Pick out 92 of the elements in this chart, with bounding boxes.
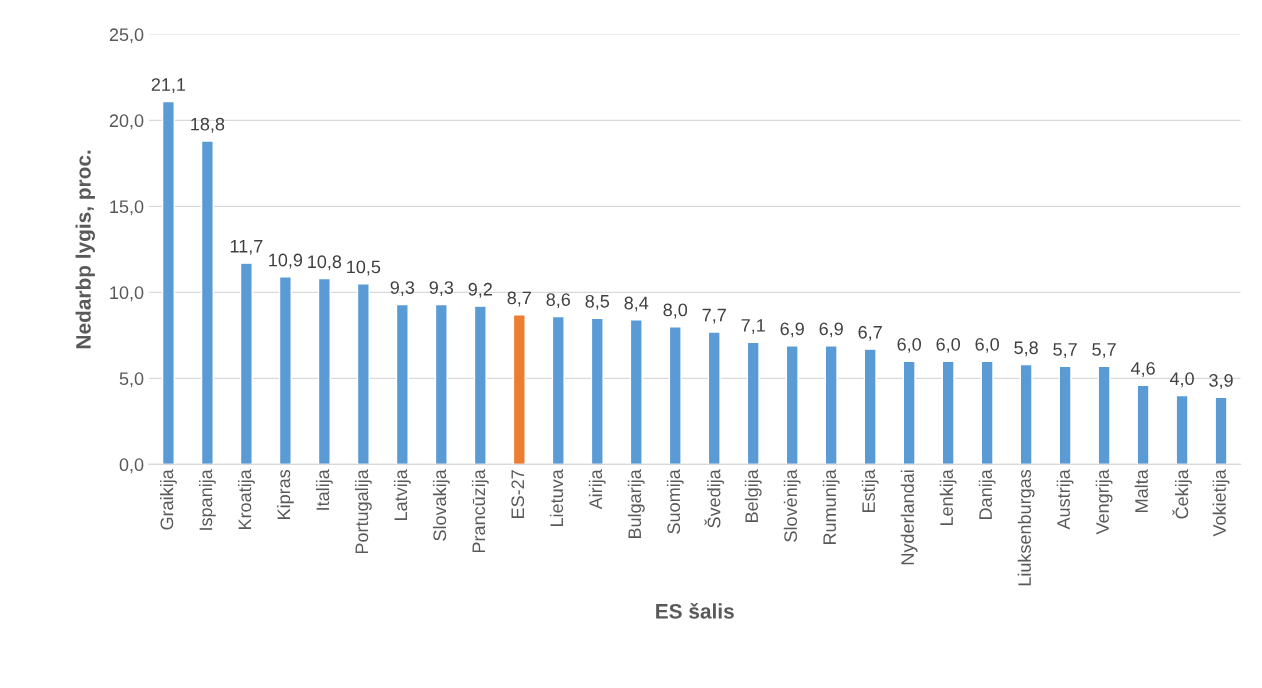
x-tick-label: Nyderlandai [900, 470, 918, 565]
bar [317, 277, 331, 465]
bar [980, 360, 994, 465]
x-tick-label: Estija [861, 469, 879, 512]
x-tick-label: Italija [315, 469, 333, 510]
x-tick-label: Latvija [393, 469, 411, 520]
y-axis-title: Nedarbp lygis, proc. [75, 150, 96, 349]
data-label: 10,5 [347, 260, 381, 276]
bar [1175, 394, 1189, 465]
x-tick-label: Lietuva [549, 469, 564, 526]
x-tick-label: Kipras [276, 469, 294, 519]
bar [707, 331, 721, 465]
bar [1214, 396, 1228, 465]
bar [746, 341, 760, 465]
x-tick-label: Belgija [744, 469, 762, 522]
data-label: 8,5 [585, 294, 610, 310]
bar [1136, 384, 1150, 465]
data-label: 5,7 [1053, 343, 1077, 358]
data-label: 4,0 [1169, 372, 1194, 388]
data-label: 7,1 [741, 319, 765, 334]
bar [200, 140, 214, 465]
bar [629, 319, 643, 465]
bar [239, 262, 253, 465]
data-label: 8,6 [546, 293, 571, 309]
x-tick-label: Danija [978, 469, 996, 519]
x-tick-label: Lenkija [939, 469, 957, 525]
data-label: 8,0 [663, 303, 688, 319]
x-tick-label: Malta [1134, 469, 1148, 512]
data-label: 6,9 [819, 322, 843, 338]
data-label: 6,0 [897, 337, 921, 353]
data-label: 6,0 [936, 337, 960, 353]
x-tick-label: Portugalija [354, 469, 372, 554]
data-label: 10,8 [308, 255, 342, 271]
bar [1097, 365, 1111, 465]
bar [473, 305, 487, 465]
data-label: 6,0 [975, 337, 999, 353]
x-tick-label: Prancūzija [471, 469, 489, 553]
data-label: 18,8 [191, 117, 225, 133]
x-tick-label: Švedija [704, 469, 724, 528]
x-tick-label: Graikija [159, 469, 177, 530]
x-tick-label: Vengrija [1095, 469, 1113, 535]
x-tick-label: Čekija [1172, 469, 1192, 519]
bar [1058, 365, 1072, 465]
bar [512, 314, 526, 465]
x-tick-label: Airija [588, 469, 606, 510]
y-tick-label: 25,0 [109, 28, 144, 44]
bar [785, 345, 799, 465]
data-label: 8,4 [624, 296, 649, 312]
x-tick-label: ES-27 [511, 470, 525, 518]
bar [395, 303, 409, 465]
x-axis-title: ES šalis [656, 602, 734, 619]
bar [902, 360, 916, 465]
data-label: 9,3 [390, 281, 415, 297]
data-label: 10,9 [269, 253, 303, 269]
bar [941, 360, 955, 465]
data-label: 5,8 [1014, 341, 1038, 357]
data-label: 9,3 [429, 281, 454, 297]
x-tick-label: Kroatija [237, 469, 255, 529]
data-label: 8,7 [507, 291, 531, 307]
x-tick-label: Liuksenburgas [1017, 469, 1035, 586]
bar [551, 315, 565, 465]
bar [1019, 363, 1033, 465]
data-label: 7,7 [702, 308, 726, 324]
x-tick-label: Bulgarija [627, 469, 645, 539]
x-tick-label: Suomija [666, 469, 684, 534]
bar [668, 326, 682, 465]
data-label: 3,9 [1209, 374, 1233, 389]
bar [863, 348, 877, 465]
y-tick-label: 20,0 [109, 114, 144, 130]
x-tick-label: Vokietija [1212, 469, 1230, 537]
y-tick-label: 15,0 [110, 200, 144, 216]
bar [824, 345, 838, 465]
x-tick-label: Ispanija [198, 469, 216, 530]
data-label: 9,2 [468, 282, 492, 298]
bar [356, 283, 370, 465]
x-tick-label: Slovėnija [783, 469, 801, 542]
bar [590, 317, 604, 465]
data-label: 4,6 [1130, 361, 1155, 377]
x-tick-label: Rumunija [822, 469, 840, 545]
bar [161, 100, 175, 465]
y-tick-label: 5,0 [119, 372, 144, 388]
bar [434, 303, 448, 465]
data-label: 6,7 [858, 325, 882, 341]
bar [278, 276, 292, 465]
y-tick-label: 10,0 [110, 286, 144, 302]
data-label: 6,9 [780, 322, 804, 338]
data-label: 21,1 [151, 78, 186, 94]
x-tick-label: Austrija [1056, 469, 1074, 530]
x-tick-label: Slovakija [432, 469, 450, 541]
data-label: 5,7 [1092, 343, 1116, 358]
y-tick-label: 0,0 [119, 458, 144, 474]
data-label: 11,7 [230, 240, 263, 255]
